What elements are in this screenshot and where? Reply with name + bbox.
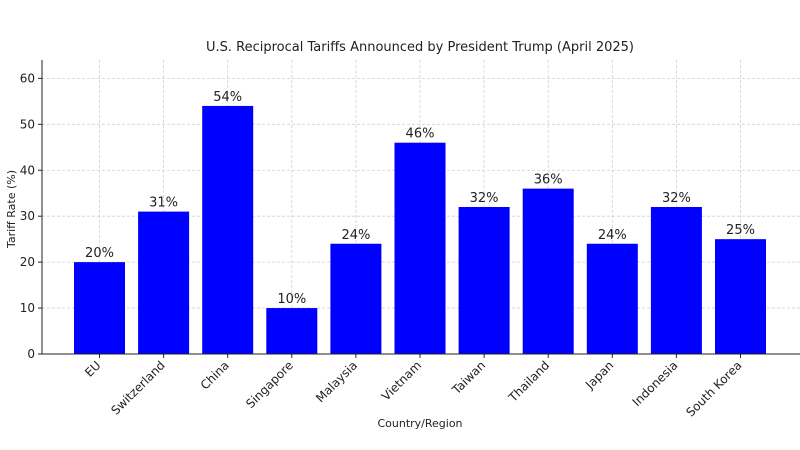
bar-thailand — [522, 188, 574, 354]
data-label: 20% — [85, 246, 114, 261]
x-tick-label: China — [198, 358, 232, 392]
bar-indonesia — [650, 207, 702, 354]
y-tick-label: 20 — [20, 255, 35, 269]
y-tick-label: 30 — [20, 209, 35, 223]
x-tick-label: Singapore — [243, 358, 296, 411]
y-tick-label: 0 — [27, 347, 35, 361]
x-tick-label: Switzerland — [108, 358, 167, 417]
data-label: 31% — [149, 196, 178, 211]
bar-eu — [74, 262, 125, 354]
bar-vietnam — [394, 142, 446, 354]
x-tick-label: Taiwan — [449, 358, 488, 397]
bar-japan — [586, 243, 638, 354]
bar-malaysia — [330, 243, 382, 354]
bar-switzerland — [138, 211, 190, 354]
y-tick-label: 50 — [20, 117, 35, 131]
bar-singapore — [266, 308, 318, 354]
y-tick-label: 10 — [20, 301, 35, 315]
data-label: 32% — [662, 191, 691, 206]
y-axis-label: Tariff Rate (%) — [5, 170, 18, 249]
bars — [74, 105, 766, 354]
data-label: 54% — [213, 90, 242, 105]
x-tick-label: Indonesia — [630, 358, 681, 409]
bar-china — [202, 105, 254, 354]
data-label: 36% — [534, 173, 563, 188]
data-label: 10% — [277, 292, 306, 307]
x-tick-label: Vietnam — [379, 358, 424, 403]
y-tick-label: 40 — [20, 163, 35, 177]
data-label: 46% — [406, 127, 435, 142]
bar-taiwan — [458, 207, 510, 354]
bar-south-korea — [715, 239, 766, 354]
data-label: 24% — [598, 228, 627, 243]
data-label: 32% — [470, 191, 499, 206]
x-tick-label: Thailand — [505, 358, 552, 405]
x-tick-label: Japan — [582, 358, 616, 392]
x-tick-label: EU — [82, 358, 103, 379]
chart-title: U.S. Reciprocal Tariffs Announced by Pre… — [206, 40, 634, 55]
x-tick-label: Malaysia — [313, 358, 360, 405]
x-axis-label: Country/Region — [377, 417, 462, 430]
data-labels: 20% 31% 54% 10% 24% 46% 32% 36% 24% 32% 25% — [85, 90, 755, 307]
x-tick-label: South Korea — [683, 358, 744, 419]
y-tick-label: 60 — [20, 71, 35, 85]
axes: 0 10 20 30 40 50 60 EU Switzerland China Singapore… — [20, 60, 800, 420]
data-label: 25% — [726, 223, 755, 238]
data-label: 24% — [341, 228, 370, 243]
